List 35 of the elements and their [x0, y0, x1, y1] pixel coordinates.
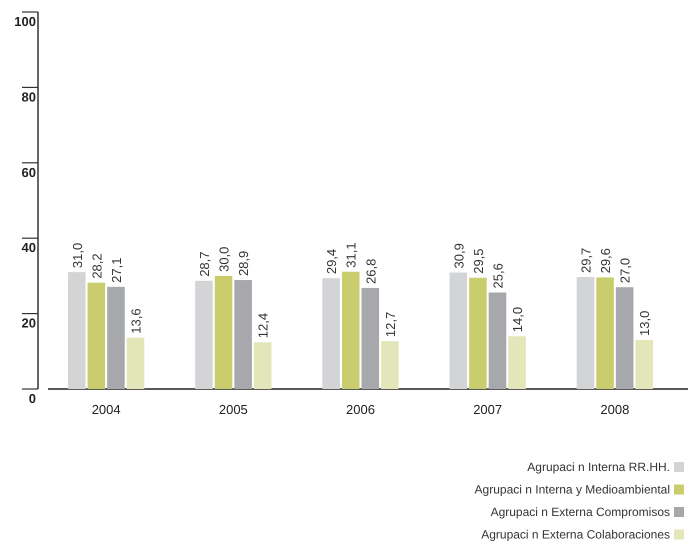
x-tick-label: 2007 [473, 402, 502, 417]
legend-label: Agrupaci n Externa Colaboraciones [481, 528, 670, 541]
data-label: 31,0 [70, 242, 85, 268]
data-label: 31,1 [344, 242, 359, 268]
data-label: 28,7 [196, 251, 212, 277]
y-tick-label: 60 [22, 164, 36, 180]
data-label: 13,0 [637, 310, 652, 336]
data-label: 28,2 [89, 253, 104, 279]
legend-label: Agrupaci n Externa Compromisos [490, 505, 670, 519]
data-label: 14,0 [510, 306, 526, 332]
data-label: 27,0 [618, 258, 633, 284]
data-label: 27,1 [108, 258, 124, 283]
y-tick-label: 80 [22, 89, 36, 104]
data-label: 30,0 [216, 246, 232, 272]
data-label: 29,4 [324, 248, 340, 274]
x-tick-label: 2006 [346, 402, 375, 417]
data-label: 12,7 [382, 312, 398, 338]
data-label: 26,8 [363, 258, 378, 284]
y-tick-label: 20 [22, 316, 36, 331]
x-tick-label: 2008 [600, 402, 630, 417]
legend-label: Agrupaci n Interna y Medioambiental [474, 482, 670, 496]
y-tick-label: 0 [28, 391, 36, 406]
data-label: 12,4 [256, 312, 271, 338]
data-label: 30,9 [451, 243, 466, 269]
x-tick-label: 2005 [218, 402, 248, 417]
legend-label: Agrupaci n Interna RR.HH. [527, 460, 670, 474]
data-label: 29,7 [578, 248, 594, 274]
x-tick-label: 2004 [92, 402, 121, 417]
data-label: 29,6 [598, 248, 614, 274]
y-tick-label: 100 [14, 14, 36, 29]
y-tick-label: 40 [22, 240, 36, 256]
data-label: 13,6 [128, 308, 144, 334]
data-label: 29,5 [470, 248, 486, 274]
data-label: 25,6 [490, 263, 506, 288]
data-label: 28,9 [236, 250, 252, 276]
